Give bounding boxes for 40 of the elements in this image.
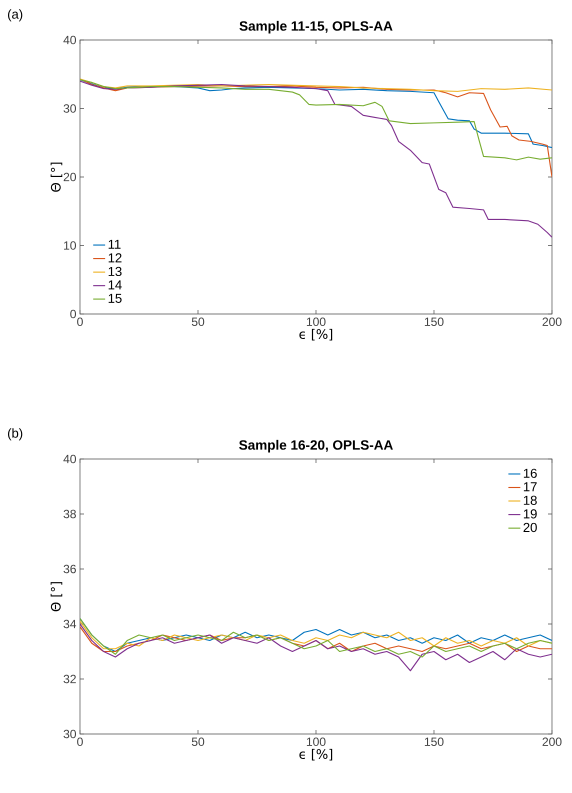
legend-label: 18 bbox=[524, 496, 537, 505]
legend-label: 19 bbox=[524, 509, 537, 518]
x-tick-label: 150 bbox=[424, 318, 444, 326]
y-axis-title: Θ [°] bbox=[50, 582, 62, 612]
y-tick-label: 38 bbox=[64, 510, 76, 518]
legend-label: 16 bbox=[524, 468, 537, 478]
y-tick-label: 30 bbox=[64, 104, 76, 113]
text: (a) bbox=[8, 9, 22, 22]
y-tick-label: 32 bbox=[64, 674, 76, 684]
legend-label: 15 bbox=[108, 294, 122, 303]
x-tick-label: 0 bbox=[77, 318, 83, 326]
y-tick-label: 10 bbox=[64, 241, 76, 250]
x-tick-label: 0 bbox=[77, 738, 83, 746]
text: (b) bbox=[8, 428, 22, 440]
legend-label: 14 bbox=[108, 280, 122, 290]
x-tick-label: 100 bbox=[306, 318, 326, 326]
x-tick-label: 50 bbox=[192, 738, 204, 746]
y-tick-label: 36 bbox=[64, 564, 76, 574]
chart-title: Sample 11-15, OPLS-AA bbox=[239, 20, 393, 34]
x-tick-label: 200 bbox=[542, 738, 562, 746]
y-axis-title: Θ [°] bbox=[50, 162, 62, 192]
x-tick-label: 150 bbox=[424, 738, 444, 746]
x-tick-label: 100 bbox=[306, 738, 326, 746]
legend-label: 20 bbox=[524, 522, 537, 532]
y-tick-label: 30 bbox=[64, 730, 76, 738]
legend-label: 13 bbox=[108, 266, 122, 276]
legend-label: 11 bbox=[108, 240, 121, 249]
legend-label: 12 bbox=[108, 253, 122, 262]
y-tick-label: 40 bbox=[63, 36, 76, 44]
y-tick-label: 34 bbox=[64, 620, 76, 628]
x-axis-title: ϵ [%] bbox=[299, 748, 332, 760]
line-series bbox=[80, 623, 552, 672]
chart-title: Sample 16-20, OPLS-AA bbox=[239, 440, 393, 452]
legend-label: 17 bbox=[524, 482, 537, 492]
x-tick-label: 50 bbox=[192, 318, 204, 326]
y-tick-label: 20 bbox=[64, 172, 76, 182]
y-tick-label: 40 bbox=[63, 454, 76, 464]
y-tick-label: 0 bbox=[70, 310, 76, 318]
x-axis-title: ϵ [%] bbox=[299, 328, 332, 340]
x-tick-label: 200 bbox=[542, 318, 562, 326]
